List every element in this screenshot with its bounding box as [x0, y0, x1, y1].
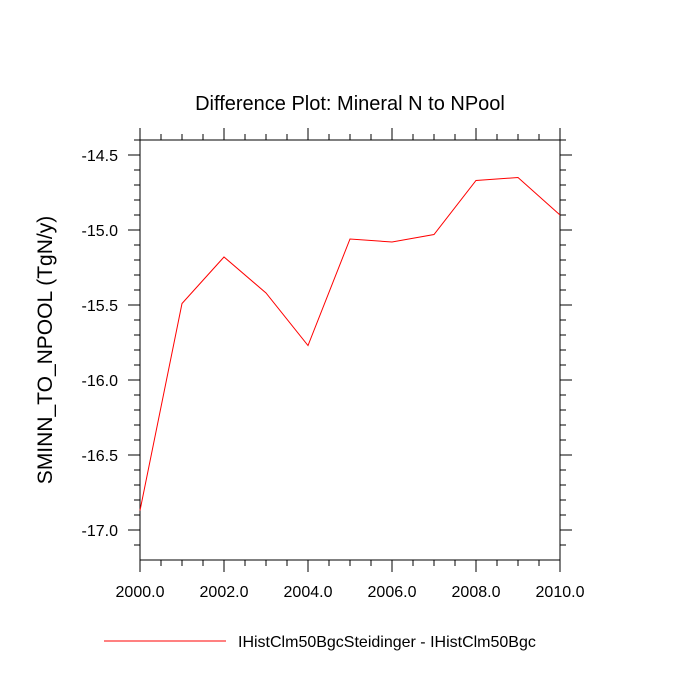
plot-frame: [139, 139, 561, 561]
y-axis-label: SMINN_TO_NPOOL (TgN/y): [34, 216, 57, 484]
y-tick-label: -17.0: [82, 523, 119, 540]
x-axis: 2000.0 2002.0 2004.0 2006.0 2008.0 2010.0: [116, 128, 585, 601]
x-tick-label: 2010.0: [536, 584, 585, 601]
series-line: [139, 176, 561, 511]
series-lines: [139, 176, 561, 511]
plot-border: [139, 139, 561, 561]
y-tick-label: -16.5: [82, 448, 119, 465]
x-tick-label: 2000.0: [116, 584, 165, 601]
y-tick-label: -14.5: [82, 148, 119, 165]
chart-title: Difference Plot: Mineral N to NPool: [195, 93, 505, 115]
x-tick-label: 2006.0: [368, 584, 417, 601]
x-tick-label: 2002.0: [200, 584, 249, 601]
x-tick-label: 2008.0: [452, 584, 501, 601]
y-tick-label: -15.5: [82, 298, 119, 315]
y-tick-label: -15.0: [82, 223, 119, 240]
y-tick-label: -16.0: [82, 373, 119, 390]
x-tick-label: 2004.0: [284, 584, 333, 601]
legend-entry: IHistClm50BgcSteidinger - IHistClm50Bgc: [238, 634, 536, 651]
legend: IHistClm50BgcSteidinger - IHistClm50Bgc: [104, 634, 536, 651]
y-axis: -14.5 -15.0 -15.5 -16.0 -16.5 -17.0: [82, 139, 572, 546]
